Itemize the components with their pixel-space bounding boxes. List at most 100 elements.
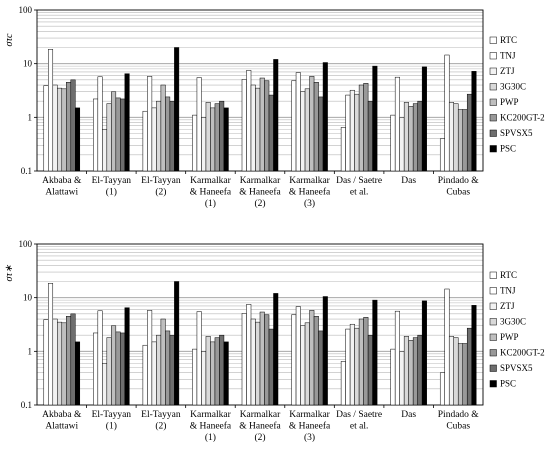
x-category-label-line: et al. bbox=[350, 188, 368, 198]
bar-pwp bbox=[309, 310, 315, 406]
x-category-label: Karmalkar & Haneefa (3) bbox=[289, 176, 331, 209]
bar-3g30c bbox=[57, 321, 63, 406]
bar-psc bbox=[322, 62, 328, 172]
y-tick-label: 10 bbox=[23, 293, 33, 303]
bar-3g30c bbox=[453, 337, 459, 406]
bar-psc bbox=[322, 296, 328, 406]
bar-pwp bbox=[408, 340, 414, 406]
legend-swatch bbox=[489, 129, 497, 137]
bar-kc200gt-2 bbox=[313, 316, 319, 406]
y-axis-label: στ∗ bbox=[4, 264, 15, 282]
bar-pwp bbox=[358, 84, 364, 172]
bar-psc bbox=[273, 59, 279, 172]
bar-spvsx5 bbox=[120, 98, 126, 172]
bar-rtc bbox=[340, 127, 346, 172]
bar-psc bbox=[75, 341, 81, 406]
bar-tnj bbox=[295, 72, 301, 172]
bar-ztj bbox=[448, 336, 454, 406]
y-tick-label: 100 bbox=[19, 239, 33, 249]
bar-rtc bbox=[43, 319, 49, 406]
x-category-label-line: Alattawi bbox=[45, 422, 78, 432]
legend-label: RTC bbox=[500, 35, 517, 45]
legend-label: SPVSX5 bbox=[500, 363, 533, 373]
bar-ztj bbox=[349, 89, 355, 172]
bar-kc200gt-2 bbox=[412, 337, 418, 406]
x-category-label: El-Tayyan (1) bbox=[92, 176, 132, 198]
legend-label: KC200GT-2 bbox=[500, 113, 545, 123]
x-category-label-line: Pindado & bbox=[438, 176, 480, 186]
bar-pwp bbox=[457, 343, 463, 406]
bar-rtc bbox=[43, 85, 49, 172]
bar-pwp bbox=[408, 106, 414, 172]
bar-tnj bbox=[246, 304, 252, 406]
x-category-label-line: (2) bbox=[254, 432, 265, 443]
legend-swatch bbox=[489, 287, 497, 295]
x-category-label-line: (1) bbox=[106, 187, 117, 198]
legend-label: RTC bbox=[500, 270, 517, 280]
bar-rtc bbox=[192, 114, 198, 172]
bar-pwp bbox=[210, 107, 216, 172]
x-category-label-line: Karmalkar bbox=[240, 410, 281, 420]
legend-swatch bbox=[489, 83, 497, 91]
bar-ztj bbox=[300, 325, 306, 406]
x-category-label-line: Das / Saetre bbox=[336, 176, 382, 186]
bar-spvsx5 bbox=[169, 334, 175, 406]
bar-pwp bbox=[61, 88, 67, 172]
bar-3g30c bbox=[156, 334, 162, 406]
bar-spvsx5 bbox=[268, 94, 274, 172]
x-category-label-line: (1) bbox=[106, 421, 117, 432]
bar-tnj bbox=[196, 311, 202, 406]
bar-rtc bbox=[390, 114, 396, 172]
bar-rtc bbox=[93, 332, 99, 406]
bar-spvsx5 bbox=[417, 100, 423, 172]
bar-psc bbox=[471, 71, 477, 172]
bar-kc200gt-2 bbox=[313, 82, 319, 172]
bar-rtc bbox=[93, 98, 99, 172]
bar-kc200gt-2 bbox=[115, 331, 121, 406]
x-category-label-line: (2) bbox=[155, 421, 166, 432]
bar-3g30c bbox=[354, 93, 360, 172]
x-category-label-line: & Haneefa bbox=[289, 187, 331, 198]
bar-3g30c bbox=[354, 327, 360, 406]
legend-swatch bbox=[489, 145, 497, 153]
x-category-label-line: Das / Saetre bbox=[336, 410, 382, 420]
bar-pwp bbox=[61, 322, 67, 406]
x-category-label: El-Tayyan (1) bbox=[92, 410, 132, 432]
x-category-label-line: Akbaba & bbox=[42, 176, 82, 186]
bar-ztj bbox=[399, 351, 405, 406]
x-category-label-line: Pindado & bbox=[438, 410, 480, 420]
legend-label: PSC bbox=[500, 379, 516, 389]
legend-label: KC200GT-2 bbox=[500, 348, 545, 358]
x-category-label: Das bbox=[401, 410, 416, 420]
bar-kc200gt-2 bbox=[66, 82, 72, 172]
bar-spvsx5 bbox=[318, 330, 324, 406]
x-category-label-line: (3) bbox=[304, 198, 315, 209]
bar-spvsx5 bbox=[70, 313, 76, 406]
x-category-label-line: El-Tayyan bbox=[92, 176, 132, 186]
y-tick-label: 100 bbox=[19, 5, 33, 15]
bar-3g30c bbox=[304, 322, 310, 406]
bar-spvsx5 bbox=[367, 100, 373, 172]
bar-pwp bbox=[358, 318, 364, 406]
bar-rtc bbox=[340, 361, 346, 406]
bar-ztj bbox=[448, 102, 454, 172]
bar-rtc bbox=[439, 138, 445, 172]
x-category-label-line: Cubas bbox=[446, 188, 470, 198]
legend-label: PSC bbox=[500, 144, 516, 154]
legend-swatch bbox=[489, 36, 497, 44]
bar-ztj bbox=[102, 362, 108, 406]
x-category-label-line: Karmalkar bbox=[289, 176, 330, 186]
bar-kc200gt-2 bbox=[165, 330, 171, 406]
bar-tnj bbox=[444, 54, 450, 172]
x-category-label-line: Cubas bbox=[446, 422, 470, 432]
bar-tnj bbox=[345, 94, 351, 172]
bar-rtc bbox=[291, 314, 297, 406]
bar-psc bbox=[75, 107, 81, 172]
bar-spvsx5 bbox=[417, 334, 423, 406]
bar-spvsx5 bbox=[219, 334, 225, 406]
bar-rtc bbox=[390, 348, 396, 406]
x-category-label-line: & Haneefa bbox=[289, 421, 331, 432]
bar-psc bbox=[471, 305, 477, 406]
